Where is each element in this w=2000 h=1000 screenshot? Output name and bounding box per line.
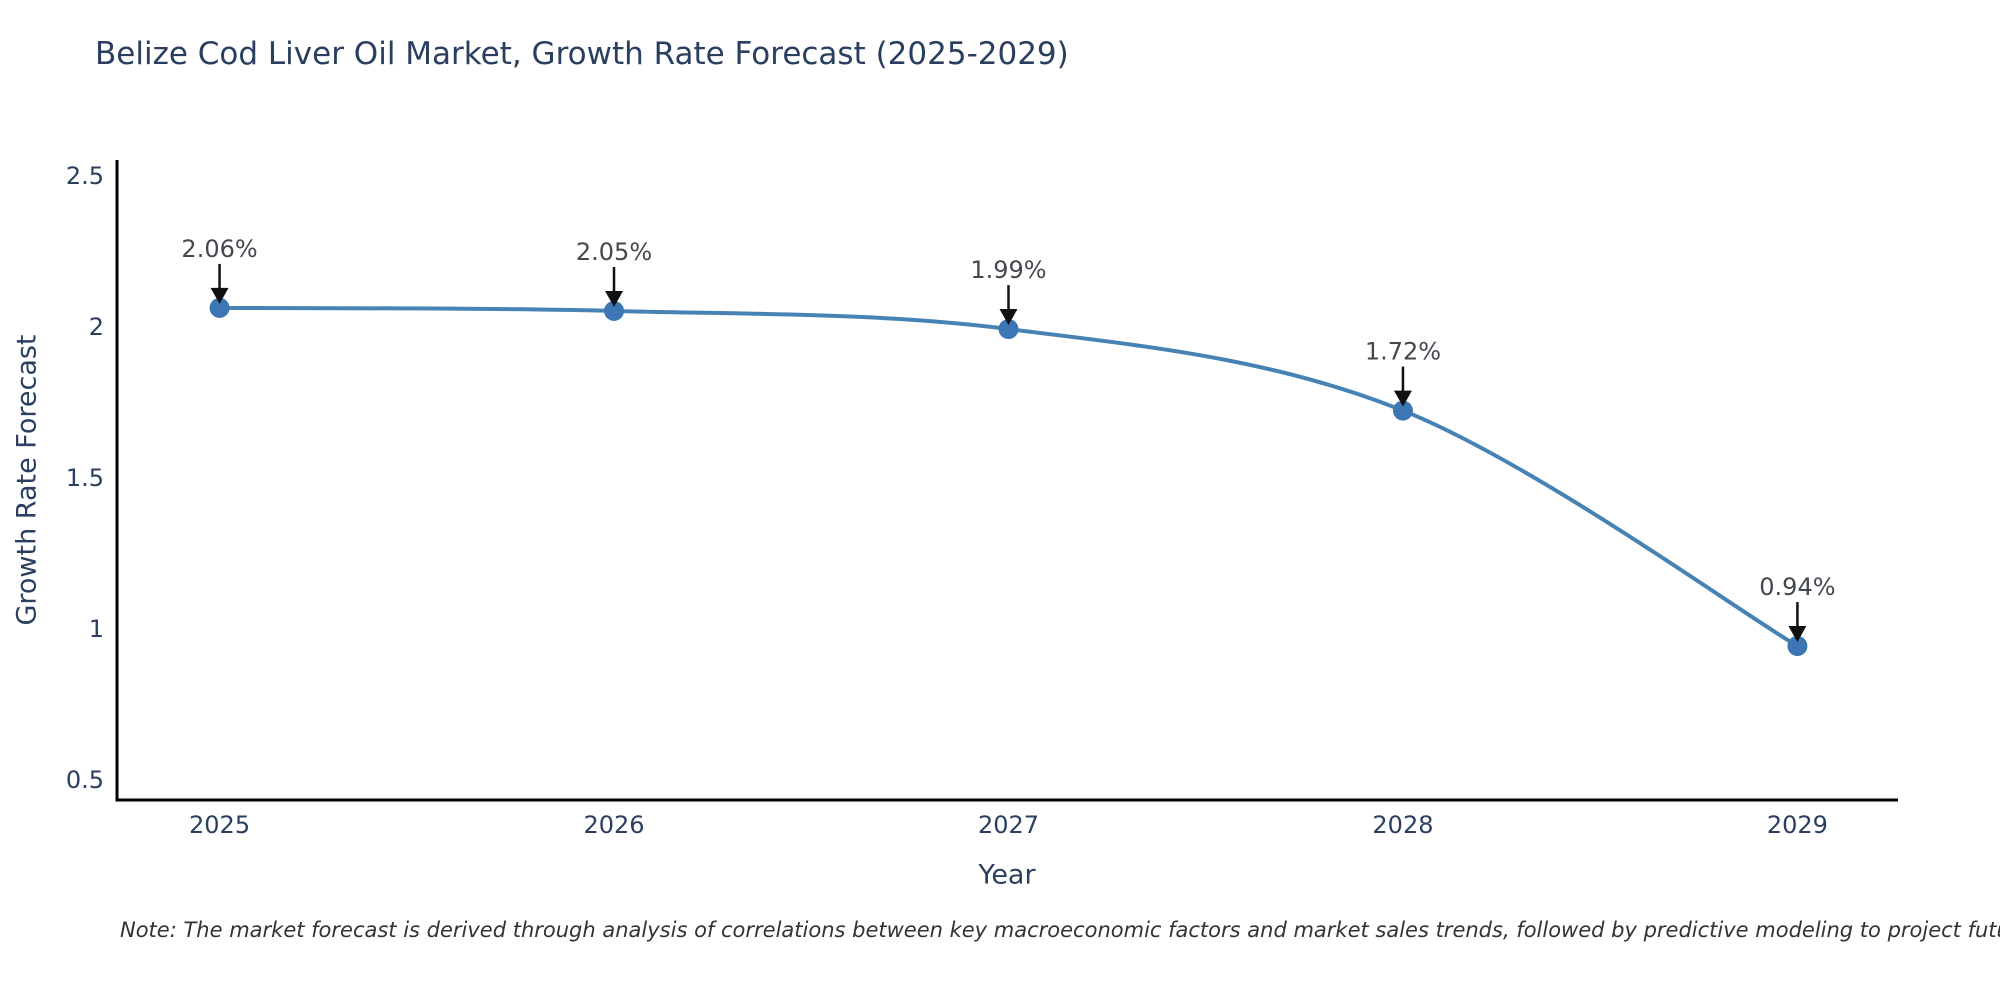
data-point-marker[interactable] bbox=[998, 319, 1019, 340]
y-tick-label: 2.5 bbox=[66, 162, 104, 190]
data-point-marker[interactable] bbox=[1392, 400, 1413, 421]
y-tick-label: 2 bbox=[89, 313, 104, 341]
point-annotation-label: 1.72% bbox=[1365, 338, 1441, 366]
annotation-arrow-head-icon bbox=[1393, 390, 1412, 407]
x-tick-label: 2026 bbox=[583, 811, 644, 839]
annotation-arrow-head-icon bbox=[1788, 626, 1807, 643]
point-annotation-label: 2.06% bbox=[181, 235, 257, 263]
x-tick-label: 2029 bbox=[1767, 811, 1828, 839]
annotation-arrow-head-icon bbox=[210, 287, 229, 304]
y-tick-label: 0.5 bbox=[66, 766, 104, 794]
y-axis-title: Growth Rate Forecast bbox=[11, 334, 43, 626]
x-tick-label: 2025 bbox=[189, 811, 250, 839]
annotation-arrow-head-icon bbox=[999, 309, 1018, 326]
data-point-marker[interactable] bbox=[604, 300, 625, 321]
x-tick-label: 2028 bbox=[1372, 811, 1433, 839]
point-annotation-label: 2.05% bbox=[576, 238, 652, 266]
data-point-marker[interactable] bbox=[209, 297, 230, 318]
x-axis-title: Year bbox=[978, 859, 1036, 891]
data-point-marker[interactable] bbox=[1787, 636, 1808, 657]
chart-title: Belize Cod Liver Oil Market, Growth Rate… bbox=[95, 36, 1069, 72]
y-tick-label: 1 bbox=[89, 615, 104, 643]
x-tick-label: 2027 bbox=[978, 811, 1039, 839]
annotation-arrow-head-icon bbox=[605, 290, 624, 307]
point-annotation-label: 0.94% bbox=[1759, 573, 1835, 601]
trend-line bbox=[219, 305, 1799, 648]
point-annotation-label: 1.99% bbox=[970, 256, 1046, 284]
footnote: Note: The market forecast is derived thr… bbox=[120, 918, 2000, 942]
y-tick-label: 1.5 bbox=[66, 464, 104, 492]
